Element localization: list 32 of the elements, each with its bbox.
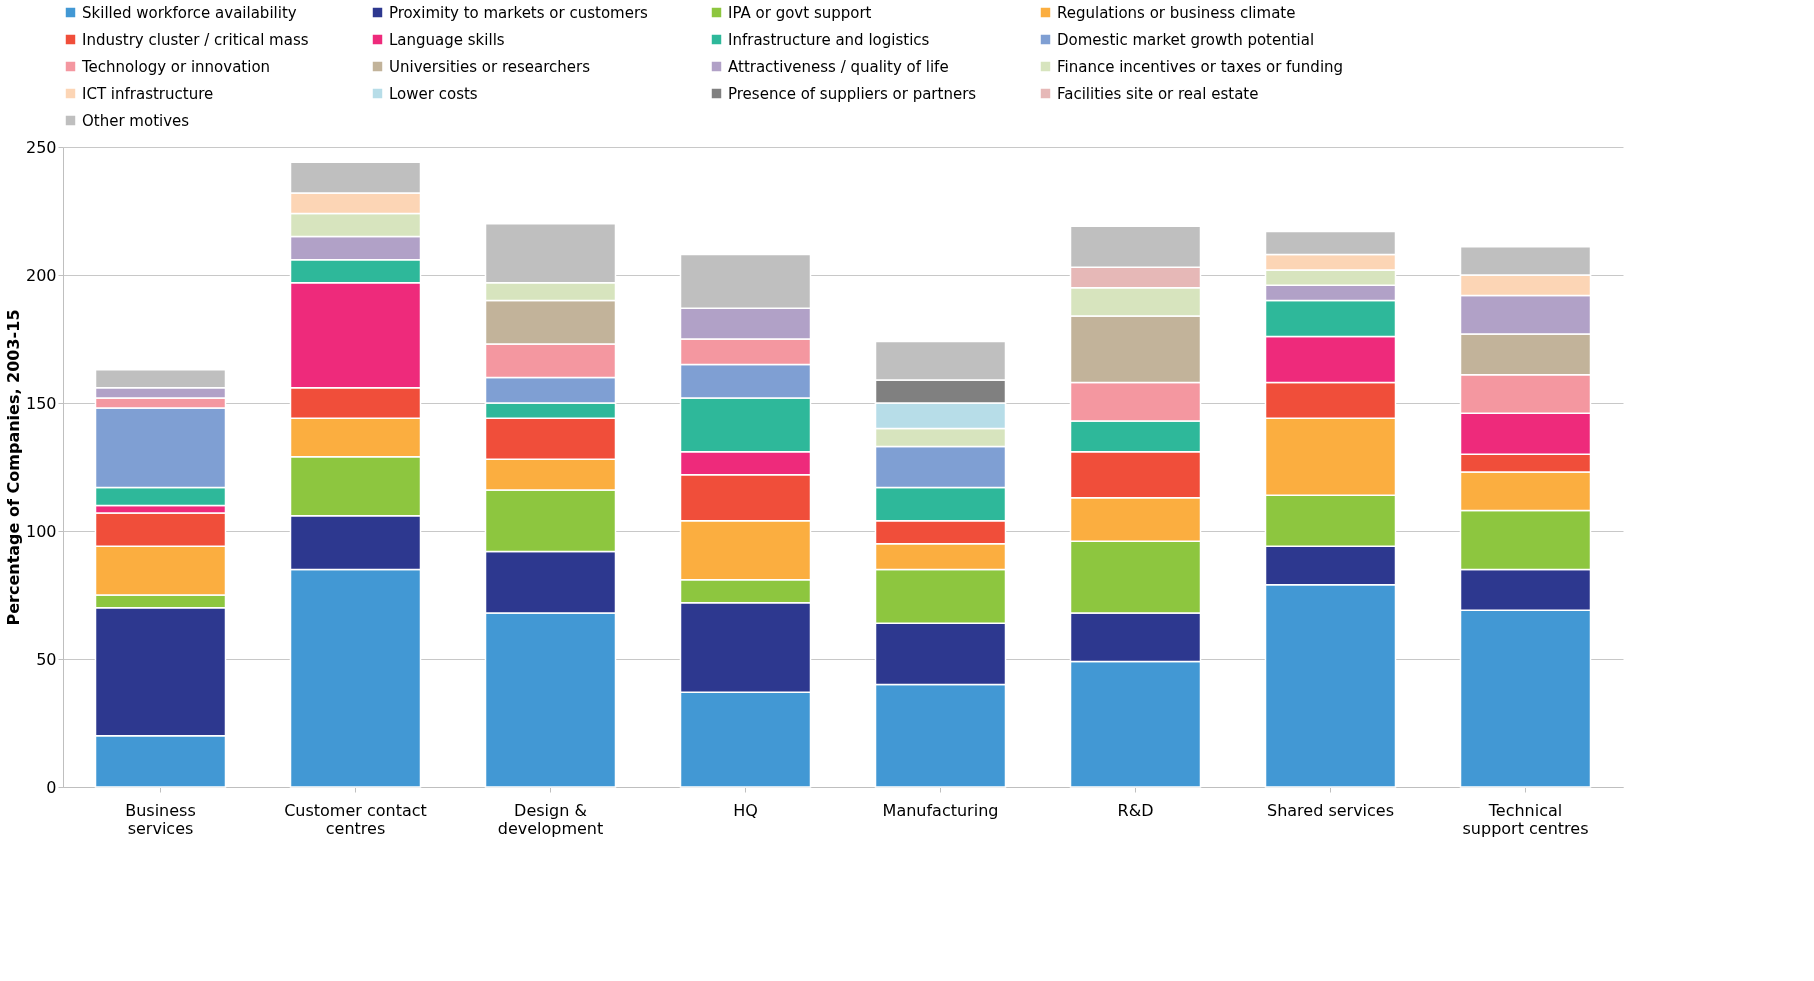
legend-label: Skilled workforce availability [82,3,297,22]
legend-label: Regulations or business climate [1057,3,1296,22]
y-tick-label: 100 [25,521,57,541]
y-tick-label: 200 [25,265,57,285]
legend-label: Presence of suppliers or partners [728,84,977,103]
x-tick-label: Technical support centres [1462,800,1589,838]
x-tick-label: Shared services [1266,800,1395,820]
legend-label: Other motives [82,111,190,130]
legend-label: Lower costs [389,84,478,103]
legend-label: IPA or govt support [728,3,872,22]
y-axis-title: Percentage of Companies, 2003-15 [3,309,23,626]
x-tick-label: Customer contact centres [284,800,427,838]
x-tick-label: Business services [125,800,196,838]
x-tick-label: R&D [1117,800,1154,820]
legend-label: Facilities site or real estate [1057,84,1259,103]
legend-label: Infrastructure and logistics [728,30,930,49]
y-tick-label: 250 [25,137,57,157]
legend-label: Attractiveness / quality of life [728,57,949,76]
y-tick-label: 0 [46,777,57,797]
legend-label: Finance incentives or taxes or funding [1057,57,1344,76]
legend-label: Universities or researchers [389,57,591,76]
legend-label: ICT infrastructure [82,84,214,103]
x-tick-label: HQ [733,800,758,820]
legend-label: Industry cluster / critical mass [82,30,309,49]
legend-label: Domestic market growth potential [1057,30,1315,49]
x-tick-label: Design & development [497,800,604,838]
y-tick-label: 150 [25,393,57,413]
x-tick-label: Manufacturing [882,800,999,820]
y-tick-label: 50 [36,649,57,669]
legend-label: Technology or innovation [81,57,271,76]
legend-label: Proximity to markets or customers [389,3,649,22]
legend-label: Language skills [389,30,505,49]
